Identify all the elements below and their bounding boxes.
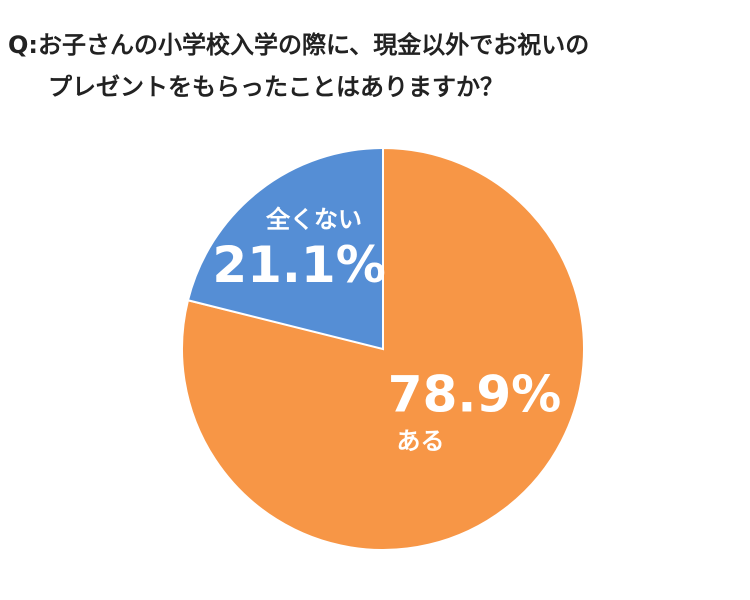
category-label: ある [397, 427, 445, 455]
chart-title: プレゼントをもらったことはありますか？ [48, 73, 504, 101]
pie-slice [186, 146, 384, 351]
value-label: 78.9% [388, 365, 561, 423]
category-label: 全くない [265, 206, 362, 234]
chart-title: Q:お子さんの小学校入学の際に、現金以外でお祝いの [8, 31, 589, 59]
value-label: 21.1% [212, 236, 385, 294]
